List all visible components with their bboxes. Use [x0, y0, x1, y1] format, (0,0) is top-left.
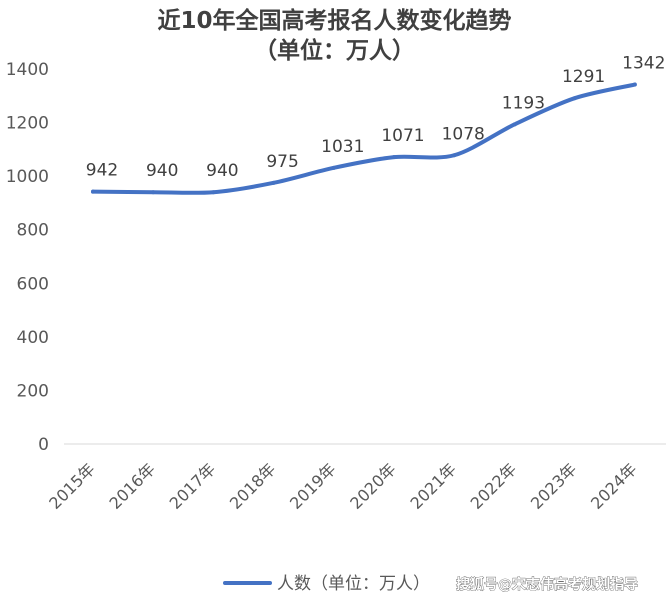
y-tick-label: 1200 [6, 114, 49, 134]
x-tick-label: 2017年 [166, 459, 220, 513]
data-labels: 942 940 940 975 1031 1071 1078 1193 1291 1342 [86, 54, 666, 182]
legend-label: 人数（单位：万人） [277, 574, 430, 594]
x-tick-label: 2018年 [226, 459, 280, 513]
x-tick-label: 2019年 [286, 459, 340, 513]
x-tick-label: 2015年 [45, 459, 99, 513]
y-tick-label: 200 [17, 381, 49, 401]
y-tick-label: 0 [38, 435, 49, 455]
data-point [211, 190, 216, 195]
x-tick-label: 2020年 [346, 459, 400, 513]
y-axis-ticks: 0 200 400 600 800 1000 1200 1400 [6, 60, 49, 455]
data-label: 940 [206, 161, 238, 181]
data-point [512, 122, 517, 127]
data-label: 1291 [562, 67, 605, 87]
data-point [331, 165, 336, 170]
data-point [452, 153, 457, 158]
data-point [572, 96, 577, 101]
data-point [91, 189, 95, 194]
data-label: 940 [146, 161, 178, 181]
data-label: 975 [266, 152, 298, 172]
y-tick-label: 1000 [6, 167, 49, 187]
y-tick-label: 600 [17, 274, 49, 294]
data-label: 1071 [381, 126, 424, 146]
series-line [91, 82, 637, 195]
legend: 人数（单位：万人） [223, 574, 430, 594]
chart-title: 近10年全国高考报名人数变化趋势 [157, 8, 512, 34]
x-tick-label: 2024年 [587, 459, 641, 513]
data-label: 1193 [502, 93, 545, 113]
series-layer [91, 82, 637, 195]
data-point [271, 180, 276, 185]
data-point [392, 155, 396, 160]
y-tick-label: 400 [17, 328, 49, 348]
data-label: 942 [86, 161, 118, 181]
data-label: 1078 [442, 124, 485, 144]
data-label: 1342 [622, 54, 665, 74]
chart-subtitle: （单位：万人） [254, 38, 415, 64]
data-label: 1031 [321, 137, 364, 157]
data-point [632, 82, 637, 87]
y-tick-label: 1400 [6, 60, 49, 80]
x-tick-label: 2022年 [467, 459, 521, 513]
x-axis-ticks: 2015年 2016年 2017年 2018年 2019年 2020年 2021年 2022年… [45, 459, 640, 513]
y-tick-label: 800 [17, 221, 49, 241]
x-tick-label: 2023年 [527, 459, 581, 513]
x-tick-label: 2021年 [406, 459, 460, 513]
x-tick-label: 2016年 [105, 459, 159, 513]
data-point [151, 190, 156, 195]
watermark: 搜狐号@宋志伟高考规划指导 [456, 576, 638, 593]
